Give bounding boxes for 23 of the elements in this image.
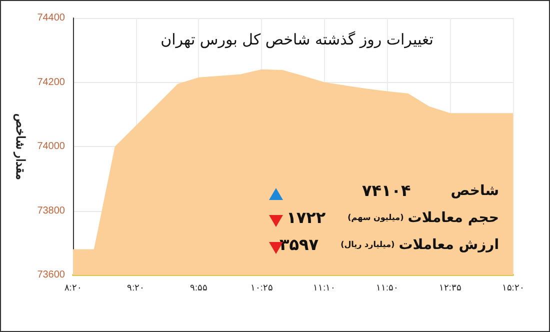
y-axis-title: مقدار شاخص — [12, 113, 28, 180]
text: تغییرات روز گذشته شاخص کل بورس تهران — [160, 30, 434, 48]
annotation: ارزش معاملات — [398, 236, 499, 252]
y-tick-label: 74200 — [37, 76, 66, 88]
annotation: ۱۷۲۲ — [286, 208, 326, 227]
x-tick-label: ۱۱:۱۰ — [313, 282, 336, 292]
y-tick-label: 74000 — [37, 141, 66, 152]
x-tick-label: ۸:۲۰ — [64, 282, 82, 292]
annotation: (میلیارد ریال) — [340, 240, 395, 249]
x-tick-label: ۱۱:۵۰ — [376, 282, 399, 292]
annotation: حجم معاملات — [408, 210, 499, 226]
y-tick-label: 74400 — [37, 12, 66, 24]
annotation: ۳۵۹۷ — [280, 235, 319, 254]
annotation: شاخص — [450, 182, 499, 198]
y-tick-label: 73600 — [37, 270, 66, 280]
annotation: ۷۴۱۰۴ — [362, 181, 411, 200]
x-tick-label: ۱۵:۲۰ — [502, 282, 524, 292]
x-tick-label: ۱۰:۲۵ — [250, 282, 273, 292]
x-tick-label: ۹:۵۵ — [190, 282, 208, 292]
annotation: (میلیون سهم) — [348, 213, 404, 222]
x-tick-label: ۹:۲۰ — [127, 282, 145, 292]
x-tick-label: ۱۲:۳۵ — [438, 282, 462, 292]
y-tick-label: 73800 — [37, 205, 66, 216]
